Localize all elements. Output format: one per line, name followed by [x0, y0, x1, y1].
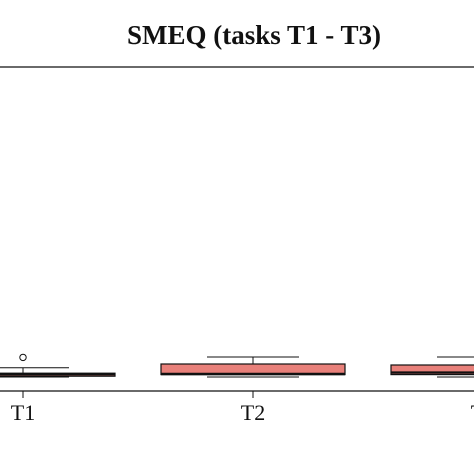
chart-marks: T1 T2 T3 [0, 353, 474, 425]
outlier-t1-0 [19, 353, 27, 362]
x-tick-label-t2: T2 [241, 400, 265, 425]
x-tick-label-t1: T1 [11, 400, 35, 425]
box-t3 [390, 364, 474, 376]
x-tick-label-t3: T3 [471, 400, 474, 425]
chart-title: SMEQ (tasks T1 - T3) [127, 20, 381, 50]
